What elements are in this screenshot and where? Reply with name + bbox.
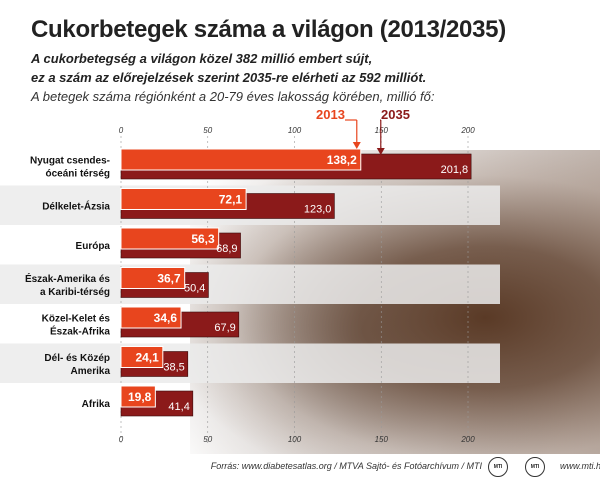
data-label-2035: 41,4 [168,401,189,413]
category-label: Délkelet-Ázsia [42,199,110,212]
category-label: a Karibi-térség [40,287,110,298]
category-label: Afrika [82,399,111,410]
data-label-2035: 67,9 [214,322,235,334]
mti-globe-logo: MTI [525,457,545,477]
x-tick-label: 150 [375,435,389,444]
x-tick-label: 50 [203,126,212,135]
subtitle-line-2: ez a szám az előrejelzések szerint 2035-… [31,70,427,85]
mti-logo: MTI [488,457,508,477]
row-band [0,343,500,383]
bar-2013 [120,306,182,329]
category-label: Európa [76,241,111,252]
data-label-2013: 19,8 [128,390,152,404]
data-label-2013: 138,2 [327,153,357,167]
legend-arrowhead-2013 [352,142,361,149]
data-label-2013: 56,3 [191,232,215,246]
category-label: Észak-Afrika [50,324,110,337]
subtitle-line-1: A cukorbetegség a világon közel 382 mill… [31,51,373,66]
legend-arrowhead-2035 [376,148,385,155]
subtitle-line-3: A betegek száma régiónként a 20-79 éves … [31,89,435,104]
legend-label-2035: 2035 [381,107,410,122]
bar-2013 [120,148,362,171]
bar-2013 [120,385,156,408]
x-tick-label: 0 [119,435,124,444]
x-tick-label: 0 [119,126,124,135]
data-label-2035: 68,9 [216,243,237,255]
x-tick-label: 200 [460,435,475,444]
site-link[interactable]: www.mti.hu [560,461,600,471]
x-tick-label: 100 [288,435,302,444]
data-label-2035: 123,0 [304,204,332,216]
x-tick-label: 150 [375,126,389,135]
bar-2013 [120,267,186,289]
bar-2013 [120,227,220,250]
data-label-2035: 201,8 [441,164,469,176]
data-label-2035: 50,4 [184,283,205,295]
data-label-2013: 24,1 [135,351,159,365]
page-title: Cukorbetegek száma a világon (2013/2035) [31,16,506,43]
x-tick-label: 50 [203,435,212,444]
bar-2013 [120,346,164,368]
x-tick-label: 100 [288,126,302,135]
x-tick-label: 200 [460,126,475,135]
data-label-2035: 38,5 [163,362,184,374]
legend-label-2013: 2013 [316,107,345,122]
row-band [0,264,500,304]
data-label-2013: 36,7 [157,272,181,286]
category-label: Nyugat csendes- [30,155,110,166]
category-label: óceáni térség [46,168,110,179]
category-label: Dél- és Közép [44,353,110,364]
bar-2013 [120,188,247,210]
category-label: Amerika [71,366,111,377]
category-label: Közel-Kelet és [42,313,111,324]
category-label: Észak-Amerika és [25,272,110,285]
data-label-2013: 72,1 [219,193,243,207]
data-label-2013: 34,6 [154,311,178,325]
source-text: Forrás: www.diabetesatlas.org / MTVA Saj… [210,461,482,471]
